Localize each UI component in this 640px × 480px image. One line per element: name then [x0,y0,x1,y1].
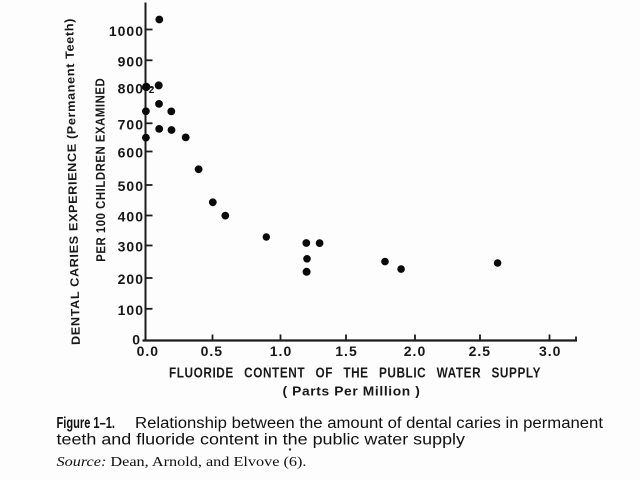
svg-text:1.5: 1.5 [335,343,357,359]
svg-text:200: 200 [118,271,144,287]
svg-text:600: 600 [118,145,144,161]
svg-text:2.0: 2.0 [404,343,426,359]
svg-text:100: 100 [118,302,144,318]
svg-text:2.5: 2.5 [469,343,491,359]
svg-text:500: 500 [118,178,144,194]
svg-text:0.0: 0.0 [137,343,159,359]
svg-text:teeth and fluoride content in: teeth and fluoride content in the public… [57,432,466,449]
svg-text:700: 700 [118,116,144,132]
svg-text:FLUORIDE CONTENT OF THE PUBLIC: FLUORIDE CONTENT OF THE PUBLIC WATER SUP… [169,365,541,381]
svg-text:0.5: 0.5 [201,343,223,359]
svg-text:800: 800 [118,80,144,96]
svg-text:1.0: 1.0 [270,343,292,359]
svg-text:( Parts Per Million ): ( Parts Per Million ) [283,384,421,399]
svg-text:400: 400 [118,209,144,225]
svg-text:900: 900 [118,53,144,69]
svg-text:Figure 1–1.Relationship betwee: Figure 1–1. Relationship between the amou… [57,415,604,432]
svg-text:300: 300 [118,239,144,255]
svg-text:0: 0 [132,332,141,348]
svg-text:PER 100 CHILDREN EXAMINED: PER 100 CHILDREN EXAMINED [92,78,108,262]
svg-text:2: 2 [149,85,155,96]
svg-text:3.0: 3.0 [539,343,561,359]
svg-text:1000: 1000 [109,23,144,39]
svg-text:Source: Dean, Arnold, and Elvo: Source: Dean, Arnold, and Elvove (6). [57,454,307,469]
svg-text:DENTAL CARIES EXPERIENCE (Perm: DENTAL CARIES EXPERIENCE (Permanent Teet… [62,18,83,345]
